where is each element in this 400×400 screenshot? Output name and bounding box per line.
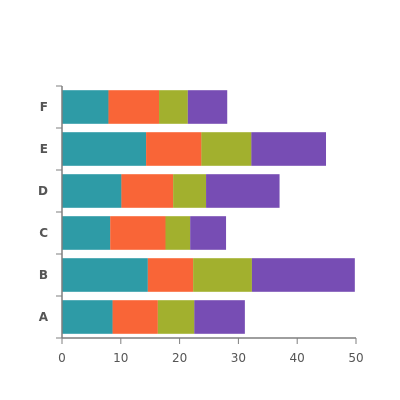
bar-a-segment-4: [194, 300, 245, 334]
category-label-e: E: [40, 142, 48, 156]
bar-c-segment-4: [190, 216, 227, 250]
category-label-b: B: [39, 268, 48, 282]
category-label-c: C: [39, 226, 48, 240]
bars-group: [62, 90, 355, 334]
bar-c-segment-2: [110, 216, 166, 250]
x-tick-label-30: 30: [231, 351, 246, 365]
bar-d-segment-2: [121, 174, 174, 208]
bar-b-segment-1: [62, 258, 148, 292]
bar-a-segment-3: [157, 300, 195, 334]
x-tick-label-40: 40: [290, 351, 305, 365]
bar-b-segment-4: [251, 258, 355, 292]
bar-f-segment-3: [159, 90, 188, 124]
x-tick-label-50: 50: [348, 351, 363, 365]
bar-f-segment-4: [187, 90, 228, 124]
bar-d-segment-1: [62, 174, 122, 208]
bar-c-segment-3: [165, 216, 191, 250]
x-tick-label-0: 0: [58, 351, 66, 365]
bar-a-segment-2: [112, 300, 158, 334]
category-label-a: A: [39, 310, 49, 324]
x-tick-label-10: 10: [113, 351, 128, 365]
bar-f-segment-2: [108, 90, 160, 124]
bar-b-segment-2: [147, 258, 194, 292]
bar-b-segment-3: [193, 258, 252, 292]
x-tick-label-20: 20: [172, 351, 187, 365]
bar-c-segment-1: [62, 216, 111, 250]
bar-e-segment-3: [201, 132, 252, 166]
bar-f-segment-1: [62, 90, 109, 124]
category-label-f: F: [40, 100, 48, 114]
bar-e-segment-2: [146, 132, 202, 166]
bar-e-segment-1: [62, 132, 147, 166]
category-label-d: D: [38, 184, 48, 198]
axes-group: A B C D E F 0 10 20 30 40 50: [38, 85, 364, 365]
bar-d-segment-3: [173, 174, 207, 208]
bar-e-segment-4: [251, 132, 327, 166]
bar-d-segment-4: [206, 174, 280, 208]
bar-a-segment-1: [62, 300, 113, 334]
